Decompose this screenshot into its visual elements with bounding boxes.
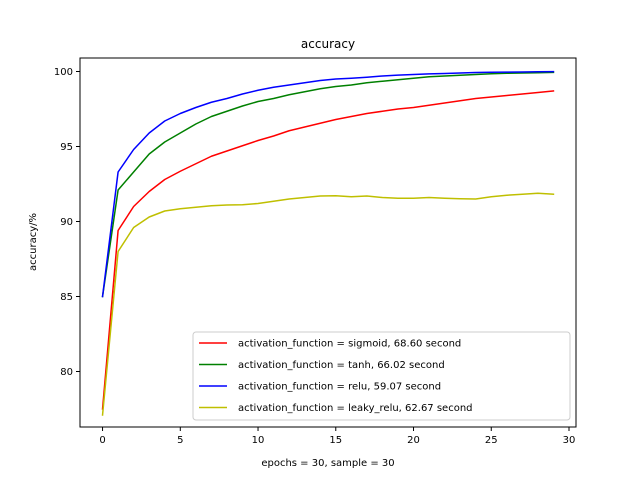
x-tick-label: 25 [485, 435, 498, 446]
x-tick-label: 0 [99, 435, 105, 446]
chart-title: accuracy [301, 37, 355, 51]
legend-entry: activation_function = leaky_relu, 62.67 … [238, 403, 473, 414]
y-tick-label: 80 [60, 367, 73, 378]
legend-box [192, 331, 571, 421]
series-line [101, 71, 555, 298]
x-tick-label: 20 [407, 435, 420, 446]
y-tick-label: 85 [60, 292, 73, 303]
legend: activation_function = sigmoid, 68.60 sec… [192, 331, 571, 421]
y-tick-label: 90 [60, 217, 73, 228]
x-tick-label: 10 [252, 435, 265, 446]
x-axis-title: epochs = 30, sample = 30 [261, 458, 394, 469]
series-line [101, 192, 555, 416]
plot-lines [101, 70, 555, 416]
x-axis: 0 5 10 15 20 25 30 [99, 427, 575, 446]
series-line [101, 70, 555, 298]
y-tick-label: 100 [54, 67, 73, 78]
legend-entry: activation_function = relu, 59.07 second [238, 382, 441, 393]
y-tick-label: 95 [60, 142, 73, 153]
legend-entry: activation_function = tanh, 66.02 second [238, 360, 445, 371]
series-line [101, 90, 555, 410]
x-tick-label: 5 [177, 435, 183, 446]
plot-frame [79, 57, 577, 428]
x-tick-label: 15 [329, 435, 342, 446]
x-tick-label: 30 [563, 435, 576, 446]
y-axis-title: accuracy/% [28, 213, 39, 271]
y-axis: 80 85 90 95 100 [54, 67, 80, 378]
legend-entry: activation_function = sigmoid, 68.60 sec… [238, 339, 461, 350]
